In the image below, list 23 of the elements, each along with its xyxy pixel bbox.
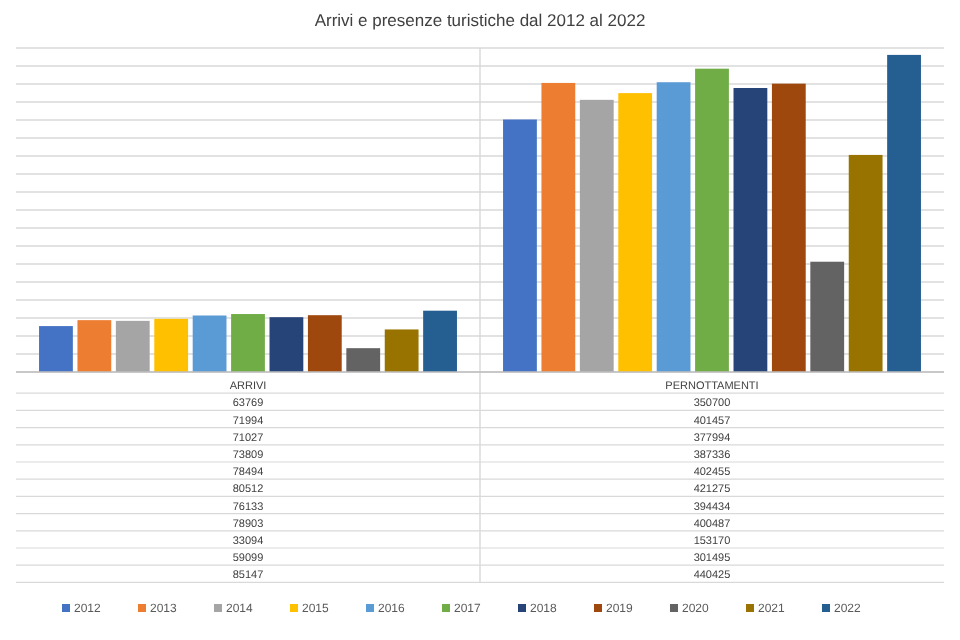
bar — [848, 154, 883, 372]
bar — [39, 326, 73, 372]
bar — [307, 315, 342, 372]
bar — [384, 329, 419, 372]
chart-title: Arrivi e presenze turistiche dal 2012 al 2022 — [314, 10, 646, 30]
bar — [733, 88, 768, 372]
bar — [887, 54, 921, 372]
bar — [154, 318, 189, 372]
bar — [503, 119, 537, 372]
bar — [115, 320, 150, 372]
bar — [656, 82, 691, 372]
bar — [192, 315, 227, 372]
bar — [579, 99, 614, 372]
bar — [810, 261, 845, 372]
bar — [771, 83, 806, 372]
bar — [77, 320, 112, 372]
bar — [541, 82, 576, 372]
bar — [618, 93, 653, 372]
bar — [695, 68, 729, 372]
bar — [346, 348, 381, 372]
bar — [231, 314, 265, 372]
bar — [269, 317, 304, 372]
bar — [423, 310, 457, 372]
